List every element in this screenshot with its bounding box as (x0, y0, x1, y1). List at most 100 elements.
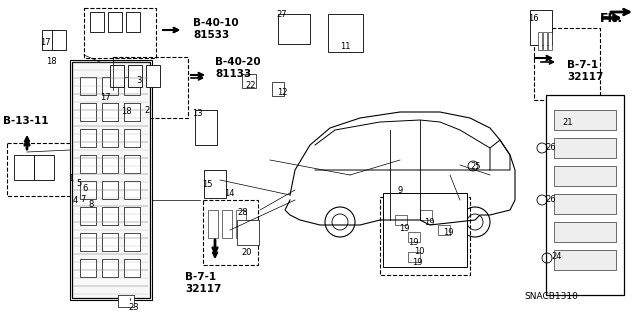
Text: 12: 12 (277, 88, 287, 97)
Text: 17: 17 (100, 93, 111, 102)
Bar (90, 12, 104, 32)
Text: 8: 8 (88, 200, 93, 209)
Bar (84, 8, 156, 58)
Bar (124, 103, 140, 121)
Text: 18: 18 (46, 57, 56, 66)
Bar (110, 65, 124, 87)
Bar (113, 57, 188, 118)
Bar (554, 110, 616, 130)
Bar (195, 110, 217, 145)
Text: B-40-10: B-40-10 (193, 18, 239, 28)
Bar (80, 155, 96, 173)
Text: 19: 19 (408, 238, 419, 247)
Bar (80, 77, 96, 95)
Bar (222, 210, 232, 238)
Text: 20: 20 (241, 248, 252, 257)
Bar (272, 82, 284, 96)
Text: 11: 11 (340, 42, 351, 51)
Text: FR.: FR. (600, 12, 623, 25)
Text: B-13-11: B-13-11 (3, 116, 49, 126)
Bar (546, 95, 624, 295)
Bar (80, 207, 96, 225)
Text: 10: 10 (414, 247, 424, 256)
Bar (7, 143, 80, 196)
Bar (102, 77, 118, 95)
Bar (554, 166, 616, 186)
Bar (554, 138, 616, 158)
Bar (80, 103, 96, 121)
Text: B-40-20: B-40-20 (215, 57, 260, 67)
Bar (380, 197, 470, 275)
Bar (126, 12, 140, 32)
Bar (102, 207, 118, 225)
Bar (278, 14, 310, 44)
Bar (408, 232, 420, 242)
Bar (52, 30, 66, 50)
Text: 32117: 32117 (185, 284, 221, 294)
Text: 19: 19 (424, 218, 435, 227)
Text: 24: 24 (551, 252, 561, 261)
Bar (108, 12, 122, 32)
Text: 21: 21 (562, 118, 573, 127)
Bar (102, 181, 118, 199)
Bar (80, 259, 96, 277)
Bar (80, 129, 96, 147)
Bar (203, 200, 258, 265)
Bar (236, 210, 246, 238)
Bar (554, 250, 616, 270)
Bar (534, 28, 600, 100)
Bar (548, 32, 552, 50)
Bar (102, 259, 118, 277)
Bar (204, 170, 226, 198)
Bar (146, 65, 160, 87)
Bar (208, 210, 218, 238)
Bar (42, 30, 56, 50)
Text: B-7-1: B-7-1 (567, 60, 598, 70)
Bar (102, 155, 118, 173)
Bar (124, 259, 140, 277)
Text: 3: 3 (136, 76, 141, 85)
Bar (554, 222, 616, 242)
Text: 26: 26 (545, 143, 556, 152)
Text: 18: 18 (121, 107, 132, 116)
Text: B-7-1: B-7-1 (185, 272, 216, 282)
Text: 19: 19 (399, 224, 410, 233)
Text: 19: 19 (412, 258, 422, 267)
Text: 6: 6 (82, 184, 88, 193)
Text: 16: 16 (528, 14, 539, 23)
Text: 17: 17 (40, 38, 51, 47)
Bar (124, 181, 140, 199)
Text: 27: 27 (276, 10, 287, 19)
Bar (237, 220, 259, 245)
Text: 28: 28 (237, 208, 248, 217)
Bar (124, 233, 140, 251)
Bar (80, 181, 96, 199)
FancyBboxPatch shape (383, 193, 467, 267)
Text: 2: 2 (144, 106, 149, 115)
Text: SNACB1310: SNACB1310 (524, 292, 578, 301)
Bar (408, 252, 420, 262)
Text: 5: 5 (76, 179, 81, 188)
Bar (395, 215, 407, 225)
Text: 81533: 81533 (193, 30, 229, 40)
Bar (530, 10, 552, 45)
Bar (102, 129, 118, 147)
Text: 23: 23 (128, 303, 139, 312)
Bar (124, 207, 140, 225)
Bar (128, 65, 142, 87)
Bar (538, 32, 542, 50)
Text: 25: 25 (470, 162, 481, 171)
Bar (70, 60, 152, 300)
Bar (328, 14, 363, 52)
Text: 1: 1 (68, 174, 73, 183)
Text: 81133: 81133 (215, 69, 252, 79)
Bar (118, 295, 134, 307)
Text: 32117: 32117 (567, 72, 604, 82)
Bar (34, 155, 54, 180)
Bar (124, 77, 140, 95)
Bar (102, 103, 118, 121)
Text: 9: 9 (398, 186, 403, 195)
Bar (80, 233, 96, 251)
Bar (420, 210, 432, 220)
Bar (554, 194, 616, 214)
